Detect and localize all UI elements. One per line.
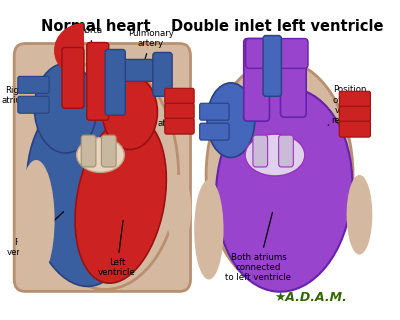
Text: ★A.D.A.M.: ★A.D.A.M. <box>274 292 346 304</box>
Text: Double inlet left ventricle: Double inlet left ventricle <box>172 19 384 34</box>
FancyBboxPatch shape <box>279 135 293 167</box>
FancyBboxPatch shape <box>18 96 49 113</box>
FancyBboxPatch shape <box>339 91 370 107</box>
FancyBboxPatch shape <box>263 36 282 96</box>
Ellipse shape <box>34 63 97 153</box>
Ellipse shape <box>206 60 353 289</box>
Ellipse shape <box>346 175 372 255</box>
Text: Pulmonary
artery: Pulmonary artery <box>128 29 174 68</box>
FancyBboxPatch shape <box>246 38 308 68</box>
FancyBboxPatch shape <box>280 44 306 117</box>
Text: Normal heart: Normal heart <box>41 19 151 34</box>
Text: Left
atrium: Left atrium <box>142 108 186 128</box>
FancyBboxPatch shape <box>200 123 229 140</box>
Ellipse shape <box>75 116 166 283</box>
FancyBboxPatch shape <box>62 47 84 108</box>
Ellipse shape <box>32 60 178 289</box>
Ellipse shape <box>17 190 46 269</box>
FancyBboxPatch shape <box>200 103 229 120</box>
Text: Aorta: Aorta <box>80 26 103 53</box>
FancyBboxPatch shape <box>339 121 370 137</box>
Text: Right
ventricle: Right ventricle <box>6 212 64 257</box>
Ellipse shape <box>216 88 352 292</box>
Ellipse shape <box>207 83 255 157</box>
Text: Position
of great
vessels
reversed: Position of great vessels reversed <box>328 85 369 125</box>
Ellipse shape <box>102 75 158 149</box>
Ellipse shape <box>245 134 305 176</box>
FancyBboxPatch shape <box>105 50 125 115</box>
FancyBboxPatch shape <box>18 76 49 93</box>
Ellipse shape <box>18 160 54 279</box>
FancyBboxPatch shape <box>153 52 172 96</box>
FancyBboxPatch shape <box>165 118 194 134</box>
Ellipse shape <box>194 180 224 279</box>
FancyBboxPatch shape <box>14 44 190 292</box>
Text: Both atriums
connected
to left ventricle: Both atriums connected to left ventricle <box>226 212 292 283</box>
FancyBboxPatch shape <box>244 38 270 121</box>
FancyBboxPatch shape <box>339 106 370 122</box>
FancyBboxPatch shape <box>87 43 109 120</box>
Text: Right
atrium: Right atrium <box>2 85 52 109</box>
FancyBboxPatch shape <box>81 135 96 167</box>
FancyBboxPatch shape <box>253 135 268 167</box>
FancyBboxPatch shape <box>165 103 194 119</box>
FancyBboxPatch shape <box>102 135 116 167</box>
Ellipse shape <box>77 138 124 172</box>
Ellipse shape <box>27 103 134 286</box>
Text: Left
ventricle: Left ventricle <box>98 220 136 277</box>
FancyBboxPatch shape <box>112 60 168 81</box>
Ellipse shape <box>166 175 192 244</box>
FancyBboxPatch shape <box>165 88 194 104</box>
